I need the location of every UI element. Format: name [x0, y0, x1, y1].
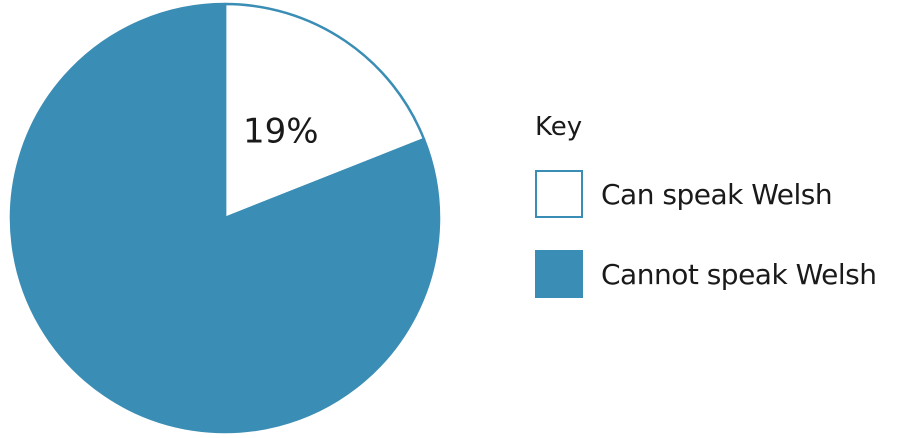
legend-label-can-speak-welsh: Can speak Welsh: [601, 177, 833, 211]
legend-label-cannot-speak-welsh: Cannot speak Welsh: [601, 257, 877, 291]
pie-slices: [9, 2, 441, 434]
pie-slice-label-can-speak-welsh: 19%: [243, 112, 319, 152]
legend: Key Can speak Welsh Cannot speak Welsh: [535, 112, 877, 328]
pie-slice-can-speak-welsh: [223, 2, 426, 220]
legend-item-can-speak-welsh: Can speak Welsh: [535, 168, 876, 220]
pie-labels: 19%: [243, 112, 319, 152]
legend-swatch-can-speak-welsh: [535, 170, 583, 218]
legend-title: Key: [535, 112, 583, 142]
legend-swatch-cannot-speak-welsh: [535, 250, 583, 298]
pie-slice-cannot-speak-welsh: [9, 2, 441, 434]
legend-item-cannot-speak-welsh: Cannot speak Welsh: [535, 248, 877, 300]
